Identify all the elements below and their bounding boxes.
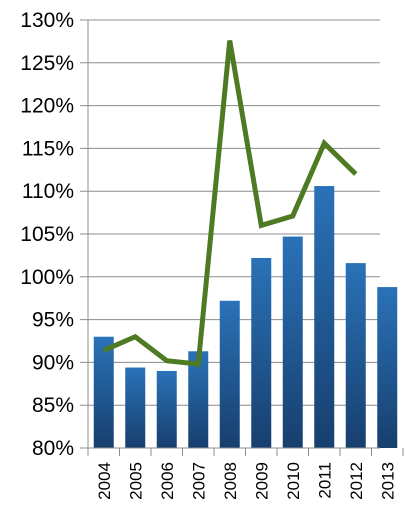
- y-tick-label: 80%: [32, 437, 74, 460]
- bar: [188, 351, 209, 448]
- x-tick-label: 2007: [189, 462, 208, 500]
- y-tick-label: 95%: [32, 309, 74, 332]
- y-tick-label: 130%: [20, 9, 74, 32]
- x-tick-label: 2010: [284, 462, 303, 500]
- x-tick-label: 2013: [378, 462, 397, 500]
- x-tick-label: 2012: [347, 462, 366, 500]
- y-tick-label: 90%: [32, 351, 74, 374]
- y-tick-label: 120%: [20, 95, 74, 118]
- axes: [80, 20, 404, 456]
- bar-series: [93, 186, 398, 448]
- bar: [251, 257, 272, 448]
- y-tick-label: 85%: [32, 394, 74, 417]
- x-tick-label: 2009: [252, 462, 271, 500]
- bar: [314, 186, 335, 448]
- x-tick-label: 2006: [158, 462, 177, 500]
- y-tick-label: 105%: [20, 223, 74, 246]
- x-axis-labels: 2004 2005 2006 2007 2008 2009 2010 2011 2012 2013: [95, 462, 398, 500]
- bar: [219, 300, 240, 448]
- x-tick-label: 2011: [315, 462, 334, 499]
- bar: [282, 236, 303, 448]
- y-tick-label: 110%: [22, 180, 74, 203]
- y-tick-label: 100%: [20, 266, 74, 289]
- bar: [377, 287, 398, 448]
- bar: [125, 367, 146, 448]
- bar: [345, 263, 366, 448]
- x-tick-label: 2008: [221, 462, 240, 500]
- line-series: [102, 40, 358, 367]
- x-tick-label: 2004: [95, 462, 114, 500]
- bar: [93, 336, 114, 448]
- bar: [156, 370, 177, 448]
- x-tick-label: 2005: [126, 462, 145, 500]
- y-axis-labels: 80% 85% 90% 95% 100% 105% 110% 115% 120% 125% 130%: [20, 9, 74, 460]
- y-tick-label: 115%: [22, 137, 74, 160]
- y-tick-label: 125%: [20, 52, 74, 75]
